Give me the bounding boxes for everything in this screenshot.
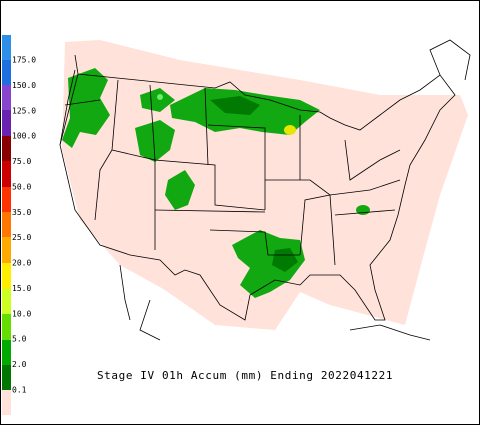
- color-scale: [2, 35, 11, 415]
- color-swatch: [2, 35, 11, 60]
- color-swatch: [2, 136, 11, 161]
- color-swatch: [2, 161, 11, 187]
- precip-southeast: [356, 205, 370, 215]
- borders: [59, 39, 471, 341]
- color-swatch: [2, 212, 11, 237]
- legend-label: 100.0: [12, 132, 36, 141]
- border: [429, 39, 471, 81]
- border: [334, 209, 396, 216]
- color-swatch: [2, 365, 11, 390]
- color-swatch: [2, 237, 11, 263]
- color-swatch: [2, 187, 11, 212]
- color-swatch: [2, 85, 11, 110]
- color-swatch: [2, 110, 11, 136]
- precip-colorado: [165, 170, 195, 210]
- border: [204, 87, 209, 166]
- border: [94, 79, 119, 221]
- color-swatch: [2, 60, 11, 85]
- legend-label: 2.0: [12, 360, 27, 369]
- legend-label: 5.0: [12, 335, 27, 344]
- border: [344, 139, 401, 181]
- border: [207, 124, 266, 210]
- border: [209, 229, 300, 256]
- color-swatch: [2, 289, 11, 314]
- legend-label: 35.0: [12, 208, 31, 217]
- legend-label: 25.0: [12, 233, 31, 242]
- legend-label: 125.0: [12, 106, 36, 115]
- border: [349, 324, 431, 341]
- precip-northwest: [62, 68, 110, 148]
- precip-south: [232, 230, 305, 298]
- map-title: Stage IV 01h Accum (mm) Ending 202204122…: [97, 369, 393, 382]
- precip-core: [210, 96, 260, 115]
- border: [64, 99, 101, 106]
- legend-label: 75.0: [12, 157, 31, 166]
- color-swatch: [2, 263, 11, 289]
- legend-label: 20.0: [12, 259, 31, 268]
- precip-max: [284, 125, 296, 135]
- legend-label: 15.0: [12, 284, 31, 293]
- precip-utah: [135, 120, 175, 162]
- border: [119, 264, 131, 321]
- legend-label: 10.0: [12, 309, 31, 318]
- precip-areas: [62, 68, 370, 298]
- color-swatch: [2, 314, 11, 340]
- legend-label: 0.1: [12, 386, 27, 395]
- color-swatch: [2, 390, 11, 415]
- border: [299, 194, 336, 266]
- legend-label: 50.0: [12, 182, 31, 191]
- border: [149, 84, 266, 211]
- border: [59, 73, 79, 146]
- color-swatch: [2, 340, 11, 365]
- precip-south-core: [272, 248, 298, 272]
- border: [139, 299, 161, 341]
- us-outline: [59, 54, 456, 321]
- precip-spot: [157, 94, 163, 100]
- border: [154, 209, 266, 213]
- legend-label: 175.0: [12, 56, 36, 65]
- legend-label: 150.0: [12, 81, 36, 90]
